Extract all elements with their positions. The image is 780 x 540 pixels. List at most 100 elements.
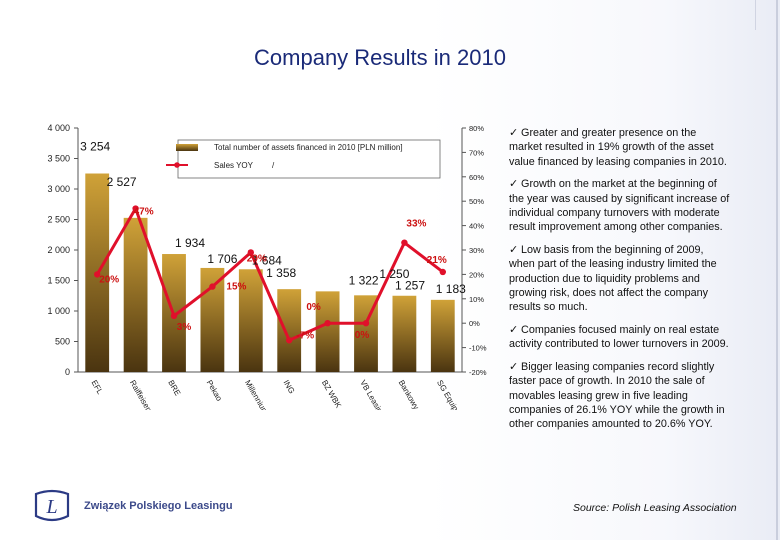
sales-yoy-point [170,312,178,320]
category-label: Bankowy [397,379,421,411]
logo-mark-icon: L [34,489,70,522]
slide-edge-line [776,0,778,540]
left-tick-label: 2 000 [47,245,70,255]
category-label: ING [281,379,296,396]
right-tick-label: 80% [469,124,484,133]
category-label: BRE [166,379,182,398]
bar-value-label: 1 358 [266,266,296,280]
legend-bar-swatch [176,144,198,151]
bar-value-label: 1 250 [379,267,409,281]
category-label: VB Leasing [358,379,386,411]
legend-bar-label: Total number of assets financed in 2010 … [214,143,403,152]
bullet-item: ✓ Bigger leasing companies record slightl… [509,360,731,432]
bar [315,291,340,372]
right-tick-label: -20% [469,368,487,377]
sales-yoy-point [132,205,139,212]
bullet-text: Greater and greater presence on the mark… [509,127,727,168]
checkmark-icon: ✓ [509,178,519,191]
right-tick-label: 0% [469,319,480,328]
bullet-item: ✓ Growth on the market at the beginning o… [509,177,731,235]
sales-yoy-point [209,283,216,290]
bar-value-label: 1 183 [436,282,466,296]
bar-value-label: 1 934 [175,236,205,250]
legend-line-label: Sales YOY [214,161,254,170]
left-tick-label: 3 000 [47,184,70,194]
right-tick-label: 30% [469,246,484,255]
category-label: EFL [89,379,104,397]
checkmark-icon: ✓ [509,243,519,256]
logo-text: Związek Polskiego Leasingu [84,500,233,512]
line-value-label: 0% [306,302,321,313]
bullet-text: Bigger leasing companies record slightly… [509,360,725,431]
sales-yoy-point [286,337,293,344]
bar [238,269,263,372]
bar [392,295,417,372]
checkmark-icon: ✓ [509,323,519,336]
legend-box [177,139,441,179]
left-tick-label: 1 500 [47,276,70,286]
right-tick-label: 20% [469,270,484,279]
line-value-label: 0% [355,330,370,341]
line-value-label: 20% [99,274,119,285]
logo-letter: L [45,496,57,518]
bullet-text: Low basis from the beginning of 2009, wh… [509,243,717,314]
line-value-label: 29% [247,253,267,264]
bar [200,267,225,372]
left-tick-label: 4 000 [47,123,70,133]
category-label: SG Equipment [435,379,469,411]
bar [354,295,378,372]
bullet-text: Growth on the market at the beginning of… [509,178,730,234]
sales-yoy-point [439,268,446,276]
right-tick-label: -10% [469,344,487,353]
bar [430,299,455,372]
left-tick-label: 2 500 [47,215,70,225]
bar-value-label: 3 254 [80,140,110,154]
legend-suffix: / [272,161,275,170]
left-tick-label: 0 [65,367,70,377]
right-tick-label: 10% [469,295,484,304]
line-value-label: 15% [226,282,246,293]
left-tick-label: 3 500 [47,154,70,164]
right-tick-label: 60% [469,173,484,182]
right-tick-label: 50% [469,197,484,206]
line-value-label: -7% [296,330,314,341]
bar-value-label: 1 257 [395,278,425,292]
slide-edge-mark [755,0,756,30]
sales-yoy-point [94,271,101,278]
legend-line-marker [174,162,180,168]
right-tick-label: 40% [469,222,484,231]
sales-yoy-point [324,320,331,327]
bullet-item: ✓ Greater and greater presence on the mar… [509,126,731,169]
bar-value-label: 1 684 [252,253,282,267]
checkmark-icon: ✓ [509,127,519,139]
category-label: Millennium [243,379,270,411]
sales-yoy-point [247,249,254,256]
results-chart: 0 500 1 000 1 500 2 000 2 500 3 000 3 500 4 000 -… [47,123,487,411]
bullet-text: Companies focused mainly on real estate … [509,323,729,351]
bullet-item: ✓ Low basis from the beginning of 2009, w… [509,243,731,315]
bar-value-label: 1 322 [349,273,379,287]
left-tick-label: 500 [55,337,70,347]
association-logo: L Związek Polskiego Leasingu [30,486,233,526]
left-tick-label: 1 000 [47,306,70,316]
line-value-label: 21% [427,255,447,266]
sales-yoy-point [362,320,370,327]
category-label: BZ WBK [320,379,343,411]
right-tick-label: 70% [469,148,484,157]
bar-value-label: 1 706 [207,252,237,266]
line-value-label: 47% [134,207,154,218]
line-value-label: 33% [406,219,426,230]
bullet-list: ✓ Greater and greater presence on the mar… [509,126,731,440]
bar [123,217,148,372]
category-label: Raiffeisen [128,379,154,411]
bullet-item: ✓ Companies focused mainly on real estate… [509,323,731,352]
category-label: Pekao [205,379,224,404]
source-note: Source: Polish Leasing Association [573,502,737,514]
line-value-label: 3% [177,322,192,333]
slide-title: Company Results in 2010 [254,45,506,70]
checkmark-icon: ✓ [509,360,519,373]
sales-yoy-point [401,239,408,246]
bar [277,289,302,372]
bar-value-label: 2 527 [107,175,137,189]
sales-yoy-line [95,207,444,342]
